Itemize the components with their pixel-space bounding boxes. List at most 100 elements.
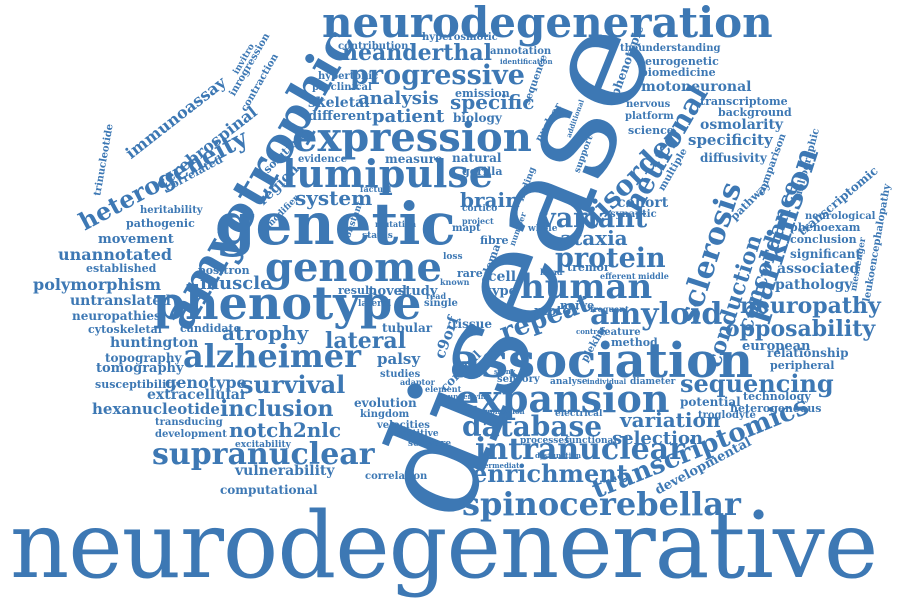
word-status: status [362, 231, 393, 241]
word-neanderthal: neanderthal [342, 40, 492, 66]
word-potential: potential [680, 395, 741, 409]
word-repetitive: repetitive [390, 429, 439, 439]
word-middle: middle [638, 271, 669, 281]
word-software: software [408, 439, 452, 449]
word-survival: survival [240, 370, 346, 399]
word-development: development [155, 429, 227, 440]
word-association: association [450, 333, 754, 389]
word-expression: expression [292, 114, 532, 161]
word-neuropathies: neuropathies [72, 309, 161, 323]
word-candidate: candidate [180, 322, 241, 335]
word-conclusion: conclusion [790, 233, 857, 246]
word-neurogenetic: neurogenetic [637, 55, 719, 68]
word-genetic: genetic [215, 190, 456, 258]
word-pathogenic: pathogenic [126, 217, 195, 230]
word-control: control [576, 327, 605, 336]
word-diffusivity: diffusivity [700, 151, 767, 165]
word-gorilla: gorilla [462, 165, 503, 178]
word-genotype: genotype [165, 373, 247, 392]
word-duplication: duplication [480, 407, 525, 416]
word-excitability: excitability [235, 440, 291, 450]
word-variant: variant [540, 203, 648, 234]
word-vulnerability: vulnerability [235, 463, 335, 479]
word-kingdom: kingdom [360, 409, 410, 420]
word-method: method [611, 336, 658, 349]
word-biology: biology [453, 111, 502, 125]
word-neuropathy: neuropathy [740, 293, 881, 319]
word-lateral-small: lateral [358, 299, 392, 309]
word-rare: rare [457, 267, 483, 280]
word-cohort: cohort [617, 195, 669, 211]
word-nervous: nervous [626, 99, 671, 110]
word-relationship: relationship [767, 346, 849, 360]
word-system: system [295, 186, 373, 210]
word-spinocerebellar: spinocerebellar [462, 485, 741, 523]
word-pathology: pathology [775, 277, 853, 293]
word-nerve: nerve [560, 299, 595, 312]
word-inclusion: inclusion [220, 396, 334, 422]
word-hypertonic: hypertonic [318, 71, 379, 82]
word-study: study [398, 284, 438, 299]
word-associated: associated [777, 261, 860, 277]
word-synaptic: synaptic [610, 209, 657, 220]
word-science: science [628, 124, 674, 137]
word-huntington: huntington [110, 335, 199, 351]
word-platform: platform [625, 111, 674, 122]
word-osmolarity: osmolarity [700, 117, 784, 133]
word-specific: specific [450, 90, 535, 114]
word-project: project [462, 216, 494, 226]
word-peripheral: peripheral [770, 359, 835, 372]
word-identification: identification [500, 57, 553, 66]
word-velocities: velocities [377, 420, 430, 431]
word-skeletal: skeletal [308, 95, 370, 111]
word-diameter: diameter [630, 377, 676, 387]
word-movement: movement [98, 232, 174, 247]
word-feature: feature [600, 327, 641, 338]
word-contribution: contribution [338, 41, 409, 52]
word-element: element [425, 384, 462, 394]
word-preclinical: preclinical [312, 82, 372, 93]
word-evidence: evidence [298, 154, 348, 165]
word-specificity: specificity [688, 131, 773, 149]
word-trinucleotide: trinucleotide [92, 123, 116, 197]
word-polymorphism: polymorphism [33, 275, 162, 294]
word-annotation: annotation [490, 46, 552, 57]
word-type: type [486, 284, 517, 299]
word-expansion: expansion [455, 376, 670, 421]
word-troglodyte: troglodyte [698, 410, 756, 421]
word-neurodegeneration: neurodegeneration [322, 0, 773, 47]
word-patient: patient [372, 106, 445, 127]
word-lumipulse: lumipulse [282, 151, 493, 196]
word-tubular: tubular [382, 321, 433, 335]
word-efferent: efferent [600, 271, 636, 281]
word-individual: individual [587, 377, 627, 386]
word-tomography: tomography [96, 361, 184, 376]
word-loss: loss [443, 252, 463, 262]
word-intranuclear: intranuclear [475, 432, 685, 467]
word-alzheimer: alzheimer [183, 337, 361, 375]
word-human: human [520, 267, 653, 307]
word-opposability: opposability [725, 316, 876, 342]
word-phenotype: phenotype [153, 276, 422, 330]
word-computational: computational [220, 483, 318, 497]
word-known: known [440, 277, 470, 287]
word-transducing: transducing [155, 417, 223, 428]
word-theunderstanding: theunderstanding [620, 43, 721, 54]
word-measure: measure [385, 152, 443, 166]
word-motoneuronal: motoneuronal [641, 79, 752, 95]
word-brain: brain [460, 188, 520, 212]
word-adaptor: adaptor [400, 377, 435, 387]
word-motor: motor [534, 304, 578, 319]
word-ataxia: ataxia [560, 226, 628, 250]
word-cytoskeletal: cytoskeletal [88, 323, 162, 336]
word-significant: significant [790, 247, 862, 261]
word-emission: emission [455, 87, 510, 100]
word-processes: processes [520, 436, 570, 446]
word-hexanucleotide: hexanucleotide [92, 400, 220, 418]
word-palsy: palsy [377, 350, 421, 368]
word-different: different [308, 109, 372, 124]
word-functional: functional [565, 436, 617, 446]
word-intermediate: intermediate [473, 461, 524, 470]
word-enrichment: enrichment [472, 459, 628, 488]
word-dysfunction: dysfunction [535, 451, 582, 460]
